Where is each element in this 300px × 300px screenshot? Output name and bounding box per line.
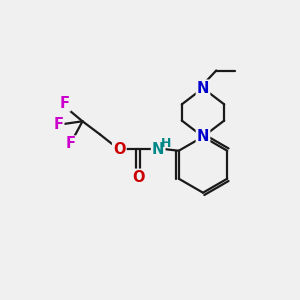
Text: F: F (66, 136, 76, 152)
Text: O: O (113, 142, 125, 157)
Text: F: F (60, 95, 70, 110)
Text: H: H (161, 137, 172, 151)
Text: O: O (132, 170, 145, 185)
Text: N: N (197, 129, 209, 144)
Text: N: N (152, 142, 164, 157)
Text: F: F (53, 117, 63, 132)
Text: N: N (197, 81, 209, 96)
